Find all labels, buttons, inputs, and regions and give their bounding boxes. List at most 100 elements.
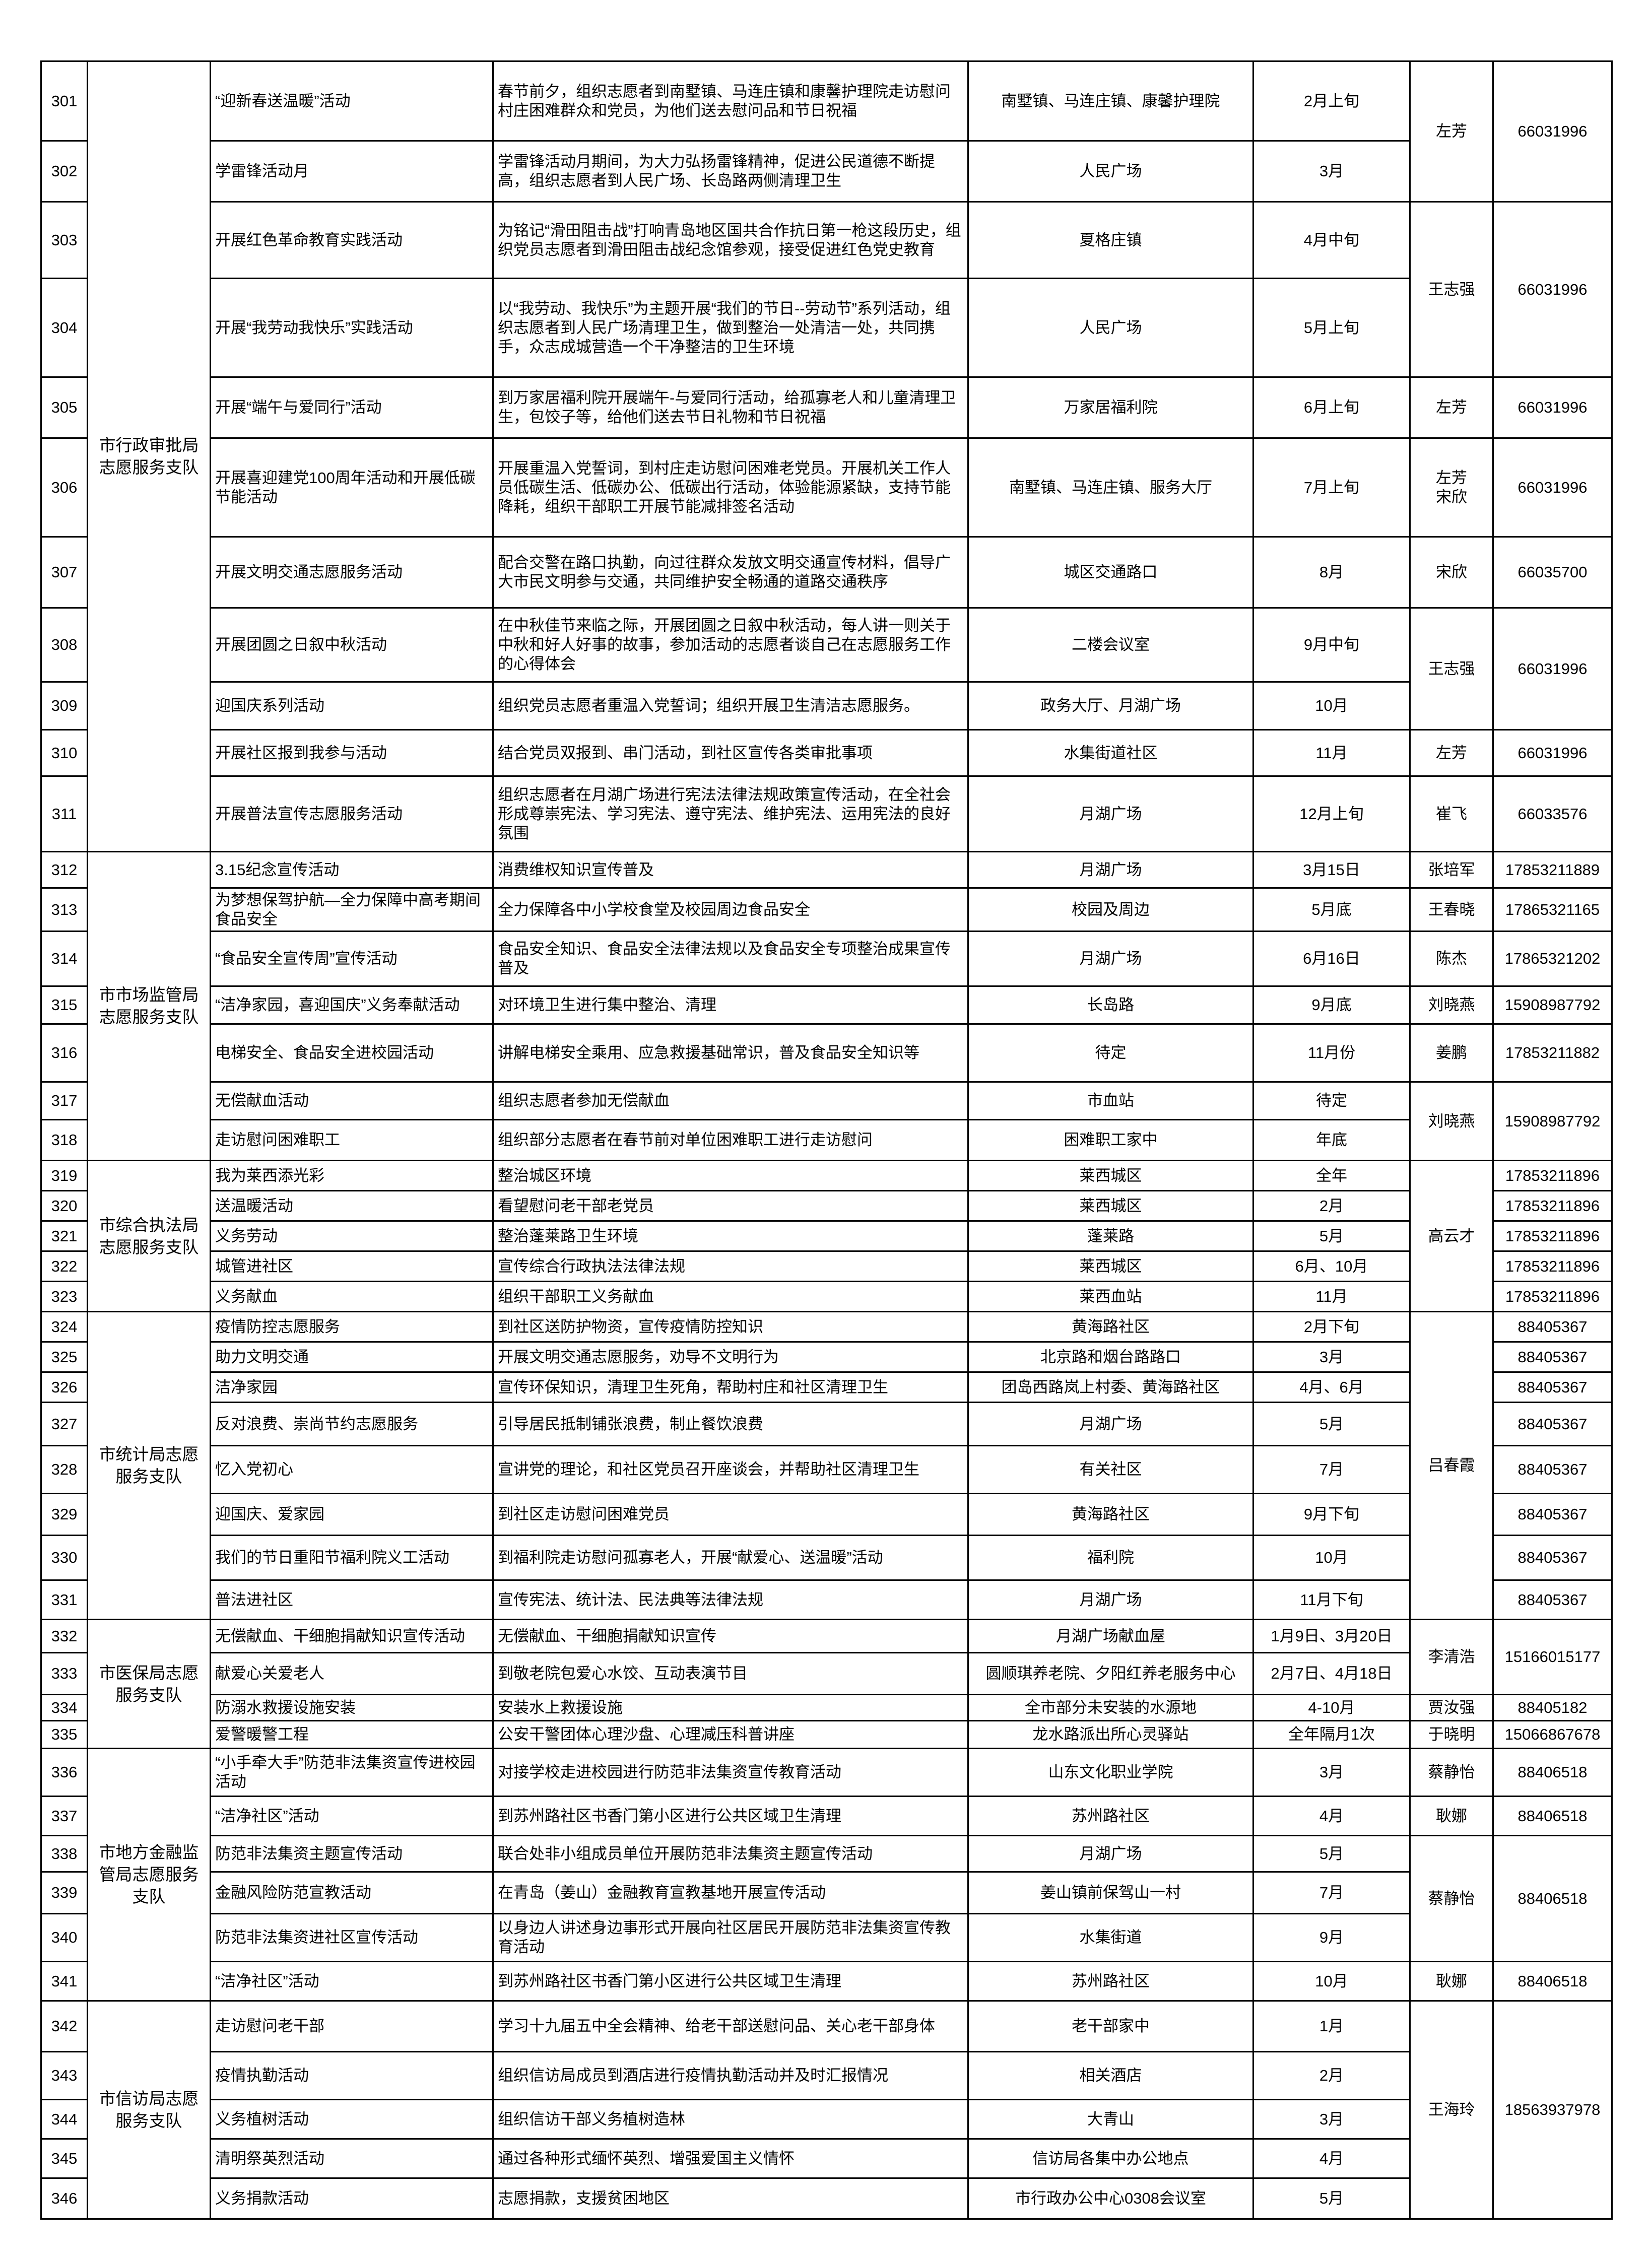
activity-location: 政务大厅、月湖广场 [967, 681, 1254, 730]
activity-location: 月湖广场 [967, 775, 1254, 852]
activity-content: 以身边人讲述身边事形式开展向社区居民开展防范非法集资宣传教育活动 [492, 1913, 969, 1962]
activity-content: 组织党员志愿者重温入党誓词；组织开展卫生清洁志愿服务。 [492, 681, 969, 730]
table-row: 303 开展红色革命教育实践活动 为铭记“滑田阻击战”打响青岛地区国共合作抗日第一枪… [40, 201, 1613, 378]
contact-phone: 17853211889 [1492, 851, 1613, 889]
activity-content: 无偿献血、干细胞捐献知识宣传 [492, 1619, 969, 1653]
activity-name: 防范非法集资进社区宣传活动 [210, 1913, 494, 1962]
table-row: 302 学雷锋活动月 学雷锋活动月期间，为大力弘扬雷锋精神，促进公民道德不断提高，组… [40, 140, 1612, 203]
row-number: 306 [40, 437, 88, 538]
activity-location: 市行政办公中心0308会议室 [967, 2177, 1254, 2220]
activity-name: 开展文明交通志愿服务活动 [210, 536, 494, 609]
row-number: 339 [40, 1871, 88, 1914]
row-number: 326 [40, 1371, 88, 1403]
activity-location: 莱西城区 [967, 1190, 1254, 1222]
table-row: 335 爱警暖警工程 公安干警团体心理沙盘、心理减压科普讲座 龙水路派出所心灵驿站 全年… [40, 1720, 1613, 1749]
contact-phone: 66031996 [1492, 607, 1613, 730]
table-row: 331 普法进社区 宣传宪法、统计法、民法典等法律法规 月湖广场 11月下旬 884053… [40, 1579, 1613, 1620]
activity-location: 万家居福利院 [967, 376, 1254, 439]
activity-location: 黄海路社区 [967, 1493, 1254, 1536]
activity-location: 苏州路社区 [967, 1961, 1254, 2002]
activity-location: 莱西血站 [967, 1281, 1254, 1312]
table-row: 338 防范非法集资主题宣传活动 联合处非小组成员单位开展防范非法集资主题宣传活动月… [40, 1835, 1613, 1962]
contact-phone: 17853211896 [1492, 1190, 1613, 1222]
activity-location: 福利院 [967, 1535, 1254, 1581]
activity-location: 大青山 [967, 2099, 1254, 2140]
activity-content: 组织部分志愿者在春节前对单位困难职工进行走访慰问 [492, 1119, 969, 1161]
activity-time: 待定 [1252, 1081, 1411, 1120]
contact-phone: 88406518 [1492, 1796, 1613, 1836]
contact-person: 刘晓燕 [1409, 985, 1494, 1025]
row-number: 318 [40, 1119, 88, 1161]
activity-name: 疫情防控志愿服务 [210, 1311, 494, 1343]
activity-name: 防范非法集资主题宣传活动 [210, 1835, 494, 1873]
table-row: 309 迎国庆系列活动 组织党员志愿者重温入党誓词；组织开展卫生清洁志愿服务。 政务大… [40, 681, 1612, 730]
activity-content: 春节前夕，组织志愿者到南墅镇、马连庄镇和康馨护理院走访慰问村庄困难群众和党员，为… [492, 60, 969, 142]
contact-phone: 66035700 [1492, 536, 1613, 609]
activity-time: 4月 [1252, 2138, 1411, 2179]
table-row: 346 义务捐款活动 志愿捐款，支援贫困地区 市行政办公中心0308会议室 5月 [40, 2177, 1612, 2220]
table-row: 323 义务献血 组织干部职工义务献血 莱西血站 11月 17853211896 [40, 1281, 1613, 1312]
contact-phone: 88405367 [1492, 1371, 1613, 1403]
contact-name: 宋欣 [1436, 488, 1467, 506]
activity-name: 忆入党初心 [210, 1445, 494, 1494]
row-number: 330 [40, 1535, 88, 1581]
contact-name: 刘晓燕 [1428, 996, 1475, 1014]
contact-name: 于晓明 [1428, 1725, 1475, 1743]
table-row: 321 义务劳动 整治蓬莱路卫生环境 蓬莱路 5月 17853211896 [40, 1220, 1613, 1252]
row-number: 320 [40, 1190, 88, 1222]
row-number: 345 [40, 2138, 88, 2179]
activity-time: 3月 [1252, 140, 1411, 203]
activity-name: 送温暖活动 [210, 1190, 494, 1222]
row-number: 312 [40, 851, 88, 889]
activity-location: 长岛路 [967, 985, 1254, 1025]
department-name: 市行政审批局志愿服务支队 [87, 60, 211, 852]
row-number: 329 [40, 1493, 88, 1536]
table-row: 305 开展“端午与爱同行”活动 到万家居福利院开展端午-与爱同行活动，给孤寡老人和… [40, 376, 1613, 439]
table-row: 339 金融风险防范宣教活动 在青岛（姜山）金融教育宣教基地开展宣传活动 姜山镇前保驾… [40, 1871, 1612, 1914]
row-number: 336 [40, 1748, 88, 1797]
row-number: 333 [40, 1652, 88, 1695]
activity-location: 蓬莱路 [967, 1220, 1254, 1252]
contact-person: 王春晓 [1409, 887, 1494, 932]
contact-phone: 88405367 [1492, 1493, 1613, 1536]
activity-content: 到苏州路社区书香门第小区进行公共区域卫生清理 [492, 1961, 969, 2002]
activity-content: 组织志愿者在月湖广场进行宪法法律法规政策宣传活动，在全社会形成尊崇宪法、学习宪法… [492, 775, 969, 852]
row-number: 324 [40, 1311, 88, 1343]
activity-content: 整治蓬莱路卫生环境 [492, 1220, 969, 1252]
activity-time: 全年隔月1次 [1252, 1720, 1411, 1749]
table-row: 332 市医保局志愿服务支队 无偿献血、干细胞捐献知识宣传活动 无偿献血、干细胞捐献知… [40, 1619, 1613, 1749]
activity-location: 黄海路社区 [967, 1311, 1254, 1343]
contact-name: 左芳 [1436, 469, 1467, 487]
contact-name: 吕春霞 [1428, 1456, 1475, 1474]
table-row: 333 献爱心关爱老人 到敬老院包爱心水饺、互动表演节目 圆顺琪养老院、夕阳红养老服务… [40, 1652, 1612, 1695]
row-number: 309 [40, 681, 88, 730]
contact-phone: 88405367 [1492, 1445, 1613, 1494]
contact-person: 耿娜 [1409, 1796, 1494, 1836]
activity-location: 信访局各集中办公地点 [967, 2138, 1254, 2179]
activity-time: 5月 [1252, 2177, 1411, 2220]
activity-location: 莱西城区 [967, 1250, 1254, 1282]
row-number: 341 [40, 1961, 88, 2002]
activity-name: 3.15纪念宣传活动 [210, 851, 494, 889]
activity-name: 迎国庆系列活动 [210, 681, 494, 730]
table-row: 325 助力文明交通 开展文明交通志愿服务，劝导不文明行为 北京路和烟台路路口 3月 88… [40, 1341, 1613, 1373]
row-number: 316 [40, 1023, 88, 1083]
table-row: 329 迎国庆、爱家园 到社区走访慰问困难党员 黄海路社区 9月下旬 88405367 [40, 1493, 1613, 1536]
row-number: 338 [40, 1835, 88, 1873]
row-number: 305 [40, 376, 88, 439]
activity-name: 反对浪费、崇尚节约志愿服务 [210, 1402, 494, 1446]
contact-name: 王海玲 [1428, 2101, 1475, 2118]
activity-content: 在青岛（姜山）金融教育宣教基地开展宣传活动 [492, 1871, 969, 1914]
activity-time: 9月中旬 [1252, 607, 1411, 683]
activity-content: 公安干警团体心理沙盘、心理减压科普讲座 [492, 1720, 969, 1749]
activity-name: 义务捐款活动 [210, 2177, 494, 2220]
activity-content: 开展文明交通志愿服务，劝导不文明行为 [492, 1341, 969, 1373]
activity-content: 结合党员双报到、串门活动，到社区宣传各类审批事项 [492, 729, 969, 777]
activity-location: 夏格庄镇 [967, 201, 1254, 279]
contact-phone: 17865321165 [1492, 887, 1613, 932]
contact-phone: 17853211882 [1492, 1023, 1613, 1083]
activity-time: 1月9日、3月20日 [1252, 1619, 1411, 1653]
activity-location: 苏州路社区 [967, 1796, 1254, 1836]
activity-content: 开展重温入党誓词，到村庄走访慰问困难老党员。开展机关工作人员低碳生活、低碳办公、… [492, 437, 969, 538]
activity-name: 无偿献血、干细胞捐献知识宣传活动 [210, 1619, 494, 1653]
